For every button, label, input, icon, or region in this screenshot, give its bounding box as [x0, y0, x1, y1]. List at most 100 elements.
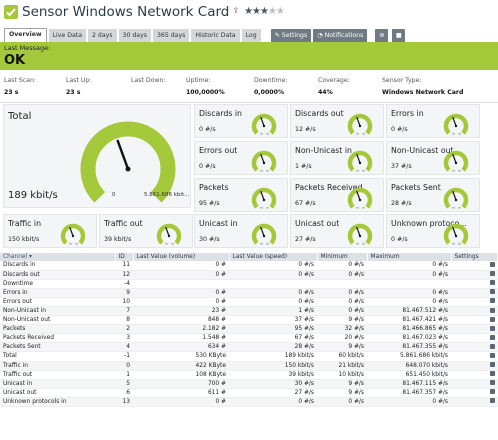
- stat-sensor-type: Sensor Type: Windows Network Card: [382, 77, 464, 96]
- gauge-tile[interactable]: Errors out 0 #/s: [194, 141, 288, 175]
- gear-icon[interactable]: [489, 334, 495, 340]
- cell-settings[interactable]: [451, 342, 498, 353]
- gauge-dial: [251, 113, 277, 135]
- gauge-dial: [251, 223, 277, 245]
- table-row[interactable]: Packets Received 3 1.548 #67 #/s 20 #/s 81.4…: [0, 333, 498, 344]
- gauge-tile[interactable]: Traffic out 39 kbit/s: [99, 214, 193, 248]
- gauge-tile[interactable]: Unicast out 27 #/s: [290, 214, 384, 248]
- col-maximum[interactable]: Maximum: [367, 253, 452, 261]
- cell-settings[interactable]: [451, 370, 498, 380]
- gauge-tile[interactable]: Packets Received 67 #/s: [290, 178, 384, 212]
- gauge-dial: [251, 187, 277, 209]
- gauge-dial: [347, 223, 373, 245]
- tab-historic-data[interactable]: Historic Data: [191, 29, 240, 42]
- table-row[interactable]: Downtime -4: [0, 279, 498, 289]
- gauge-tile[interactable]: Non-Unicast out 37 #/s: [386, 141, 480, 175]
- cell-settings[interactable]: [451, 288, 498, 298]
- priority-stars[interactable]: ★★★★★: [244, 6, 285, 17]
- delete-button[interactable]: ■: [392, 29, 406, 42]
- cell-volume: 0 #: [133, 397, 229, 408]
- table-row[interactable]: Errors out 10 0 #0 #/s 0 #/s 0 #/s: [0, 297, 498, 307]
- gear-icon[interactable]: [489, 371, 495, 377]
- cell-settings[interactable]: [451, 379, 498, 389]
- gear-icon[interactable]: [489, 298, 495, 304]
- cell-settings[interactable]: [451, 297, 498, 307]
- cell-settings[interactable]: [451, 270, 498, 280]
- notifications-button[interactable]: ◔ Notifications: [313, 29, 368, 42]
- table-row[interactable]: Errors in 9 0 #0 #/s 0 #/s 0 #/s: [0, 288, 498, 298]
- table-row[interactable]: Unicast out 6 611 #27 #/s 9 #/s 81.467.357 #…: [0, 388, 498, 398]
- cell-minimum: 32 #/s: [317, 324, 367, 335]
- cell-settings[interactable]: [451, 324, 498, 335]
- gear-icon[interactable]: [489, 307, 495, 313]
- cell-settings[interactable]: [451, 315, 498, 326]
- gauge-value: 27 #/s: [295, 236, 316, 243]
- cell-channel: Non-Unicast in: [0, 306, 115, 317]
- gauge-label: Non-Unicast in: [295, 146, 352, 155]
- gauge-tile[interactable]: Non-Unicast in 1 #/s: [290, 141, 384, 175]
- settings-button[interactable]: ✎ Settings: [270, 29, 312, 42]
- gear-icon[interactable]: [489, 389, 495, 395]
- gauge-tile[interactable]: Errors in 0 #/s: [386, 104, 480, 138]
- cell-settings[interactable]: [451, 261, 498, 271]
- gear-icon[interactable]: [489, 271, 495, 277]
- table-row[interactable]: Traffic out 1 108 KByte 39 kbit/s 10 kbit/s 6…: [0, 370, 498, 380]
- table-row[interactable]: Total -1 530 KByte 189 kbit/s 60 kbit/s 5.861…: [0, 351, 498, 362]
- tab-overview[interactable]: Overview: [4, 28, 47, 42]
- col-speed[interactable]: Last Value (speed): [229, 253, 318, 261]
- gauge-tile[interactable]: Packets 95 #/s: [194, 178, 288, 212]
- gauge-tile[interactable]: Traffic in 150 kbit/s: [3, 214, 97, 248]
- table-row[interactable]: Traffic in 0 422 KByte 150 kbit/s 21 kbit/s 6…: [0, 361, 498, 371]
- table-row[interactable]: Non-Unicast out 8 848 #37 #/s 9 #/s 81.467.4…: [0, 315, 498, 326]
- gear-icon[interactable]: [489, 316, 495, 322]
- gear-icon[interactable]: [489, 325, 495, 331]
- cell-volume: 422 KByte: [133, 361, 229, 371]
- gear-icon[interactable]: [489, 398, 495, 404]
- cell-settings[interactable]: [451, 333, 498, 344]
- table-row[interactable]: Unknown protocols in 13 0 #0 #/s 0 #/s 0 #/s: [0, 397, 498, 408]
- gauge-dial: [347, 113, 373, 135]
- gear-icon[interactable]: [489, 289, 495, 295]
- gauge-tile[interactable]: Unicast in 30 #/s: [194, 214, 288, 248]
- cell-minimum: 0 #/s: [317, 261, 367, 271]
- table-row[interactable]: Non-Unicast in 7 23 #1 #/s 0 #/s 81.467.512 …: [0, 306, 498, 317]
- gauge-tile[interactable]: Packets Sent 28 #/s: [386, 178, 480, 212]
- gear-icon[interactable]: [489, 343, 495, 349]
- cell-minimum: 9 #/s: [317, 379, 367, 389]
- tab-log[interactable]: Log: [241, 29, 261, 42]
- gauge-label: Traffic in: [8, 219, 42, 228]
- cell-settings[interactable]: [451, 306, 498, 317]
- cell-settings[interactable]: [451, 279, 498, 289]
- gear-icon[interactable]: [489, 380, 495, 386]
- col-id[interactable]: ID: [115, 253, 134, 261]
- col-volume[interactable]: Last Value (volume): [133, 253, 230, 261]
- cell-settings[interactable]: [451, 388, 498, 398]
- table-row[interactable]: Unicast in 5 700 #30 #/s 9 #/s 81.467.115 #/…: [0, 379, 498, 389]
- gauge-total[interactable]: Total 189 kbit/s 0 5.861.686 kbit...: [3, 104, 191, 208]
- cell-speed: 0 #/s: [229, 397, 317, 408]
- table-row[interactable]: Packets 2 2.182 #95 #/s 32 #/s 81.466.865 #/…: [0, 324, 498, 335]
- gear-icon[interactable]: [489, 280, 495, 286]
- table-row[interactable]: Discards out 12 0 #0 #/s 0 #/s 0 #/s: [0, 270, 498, 280]
- cell-speed: [229, 279, 317, 289]
- stats-row: Last Scan: 23 s Last Up: 23 s Last Down: U…: [0, 73, 498, 103]
- pause-button[interactable]: ⊚: [375, 29, 389, 42]
- tab-live-data[interactable]: Live Data: [48, 29, 86, 42]
- gear-icon[interactable]: [489, 261, 495, 267]
- gauge-tile[interactable]: Discards out 12 #/s: [290, 104, 384, 138]
- gear-icon[interactable]: [489, 352, 495, 358]
- pin-icon[interactable]: ⇪: [232, 5, 240, 15]
- col-minimum[interactable]: Minimum: [317, 253, 368, 261]
- gauge-tile[interactable]: Unknown protoco... 0 #/s: [386, 214, 480, 248]
- col-channel[interactable]: Channel ▾: [0, 253, 116, 261]
- gauge-tile[interactable]: Discards in 0 #/s: [194, 104, 288, 138]
- tab-30-days[interactable]: 30 days: [118, 29, 151, 42]
- cell-settings[interactable]: [451, 397, 498, 408]
- table-row[interactable]: Packets Sent 4 634 #28 #/s 9 #/s 81.467.355 …: [0, 342, 498, 353]
- cell-settings[interactable]: [451, 351, 498, 362]
- tab-2-days[interactable]: 2 days: [88, 29, 117, 42]
- gear-icon[interactable]: [489, 362, 495, 368]
- cell-settings[interactable]: [451, 361, 498, 371]
- tab-365-days[interactable]: 365 days: [152, 29, 190, 42]
- table-row[interactable]: Discards in 11 0 #0 #/s 0 #/s 0 #/s: [0, 261, 498, 271]
